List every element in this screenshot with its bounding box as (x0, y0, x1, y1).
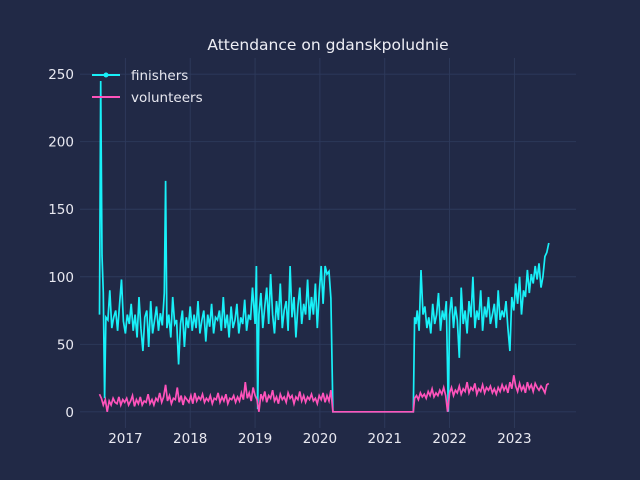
x-tick-label: 2023 (497, 431, 531, 447)
x-tick-label: 2020 (303, 431, 337, 447)
legend-entry-volunteers: volunteers (92, 90, 203, 106)
y-tick-label: 0 (65, 405, 74, 421)
chart-title: Attendance on gdanskpoludnie (207, 36, 448, 54)
legend-label-volunteers: volunteers (131, 90, 203, 106)
series-line-volunteers (98, 375, 550, 413)
x-tick-label: 2021 (368, 431, 402, 447)
legend-entry-finishers: finishers (92, 68, 188, 84)
x-axis-ticks: 2017 2018 2019 2020 2021 2022 2023 (108, 431, 531, 447)
y-axis-ticks: 0 50 100 150 200 250 (48, 67, 74, 421)
y-tick-label: 200 (48, 135, 74, 151)
grid (80, 58, 576, 428)
x-tick-label: 2022 (432, 431, 466, 447)
y-tick-label: 50 (57, 337, 74, 353)
y-tick-label: 100 (48, 270, 74, 286)
x-tick-label: 2019 (238, 431, 272, 447)
y-tick-label: 150 (48, 202, 74, 218)
series-layer (98, 80, 550, 413)
x-tick-label: 2017 (108, 431, 142, 447)
y-tick-label: 250 (48, 67, 74, 83)
legend: finishers volunteers (92, 68, 203, 106)
x-tick-label: 2018 (173, 431, 207, 447)
legend-marker-finishers (103, 72, 109, 78)
series-line-finishers (98, 80, 550, 413)
legend-label-finishers: finishers (131, 68, 188, 84)
